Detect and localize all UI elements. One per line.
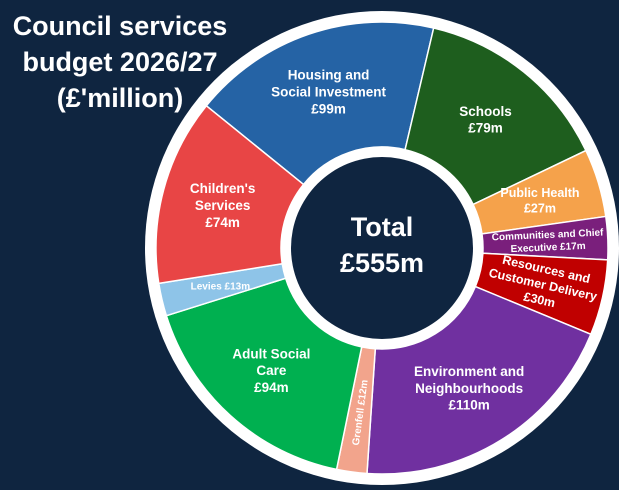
slice-label-line: £94m [254, 380, 289, 395]
slice-label-line: Care [256, 363, 287, 378]
slice-label-5: Environment and Neighbourhoods £110m [414, 364, 524, 413]
slice-label-line: Housing and [288, 68, 370, 83]
slice-label-line: Schools [459, 104, 512, 119]
slice-label-1: Schools £79m [459, 104, 512, 136]
slice-label-line: Environment and [414, 364, 524, 379]
slice-label-line: £74m [205, 215, 240, 230]
center-total-value: £555m [340, 248, 424, 278]
slice-label-line: £79m [468, 121, 503, 136]
slice-label-line: Children's [190, 181, 255, 196]
slice-label-7: Adult Social Care £94m [232, 346, 310, 395]
slice-label-line: Social Investment [271, 85, 386, 100]
slice-label-line: Levies £13m [191, 281, 251, 292]
chart-title-line-1: Council services [12, 11, 228, 41]
chart-title: Council services budget 2026/27 (£'milli… [0, 8, 240, 116]
slice-label-8: Levies £13m [191, 281, 251, 292]
slice-label-2: Public Health £27m [500, 186, 579, 216]
slice-label-0: Housing and Social Investment £99m [271, 68, 386, 117]
slice-label-line: Public Health [500, 186, 579, 200]
slice-label-line: £27m [524, 202, 556, 216]
slice-label-line: £99m [311, 101, 346, 116]
center-total-label: Total [351, 212, 414, 242]
chart-title-line-3: (£'million) [56, 83, 184, 113]
slice-label-line: Services [195, 198, 251, 213]
donut-hole [291, 157, 473, 339]
slice-label-line: Neighbourhoods [415, 381, 523, 396]
slice-label-line: Communities and Chief [492, 228, 605, 244]
slice-label-3: Communities and ChiefExecutive £17m [492, 228, 605, 256]
slice-label-line: £30m [522, 290, 556, 311]
slice-labels: Housing and Social Investment £99m Schools £… [190, 68, 605, 446]
slice-label-line: Executive £17m [510, 241, 586, 255]
slice-label-line: £110m [448, 398, 489, 413]
slice-label-line: Adult Social [232, 346, 310, 361]
chart-title-line-2: budget 2026/27 [22, 47, 218, 77]
donut-slices [155, 21, 609, 475]
slice-label-9: Children's Services £74m [190, 181, 255, 230]
